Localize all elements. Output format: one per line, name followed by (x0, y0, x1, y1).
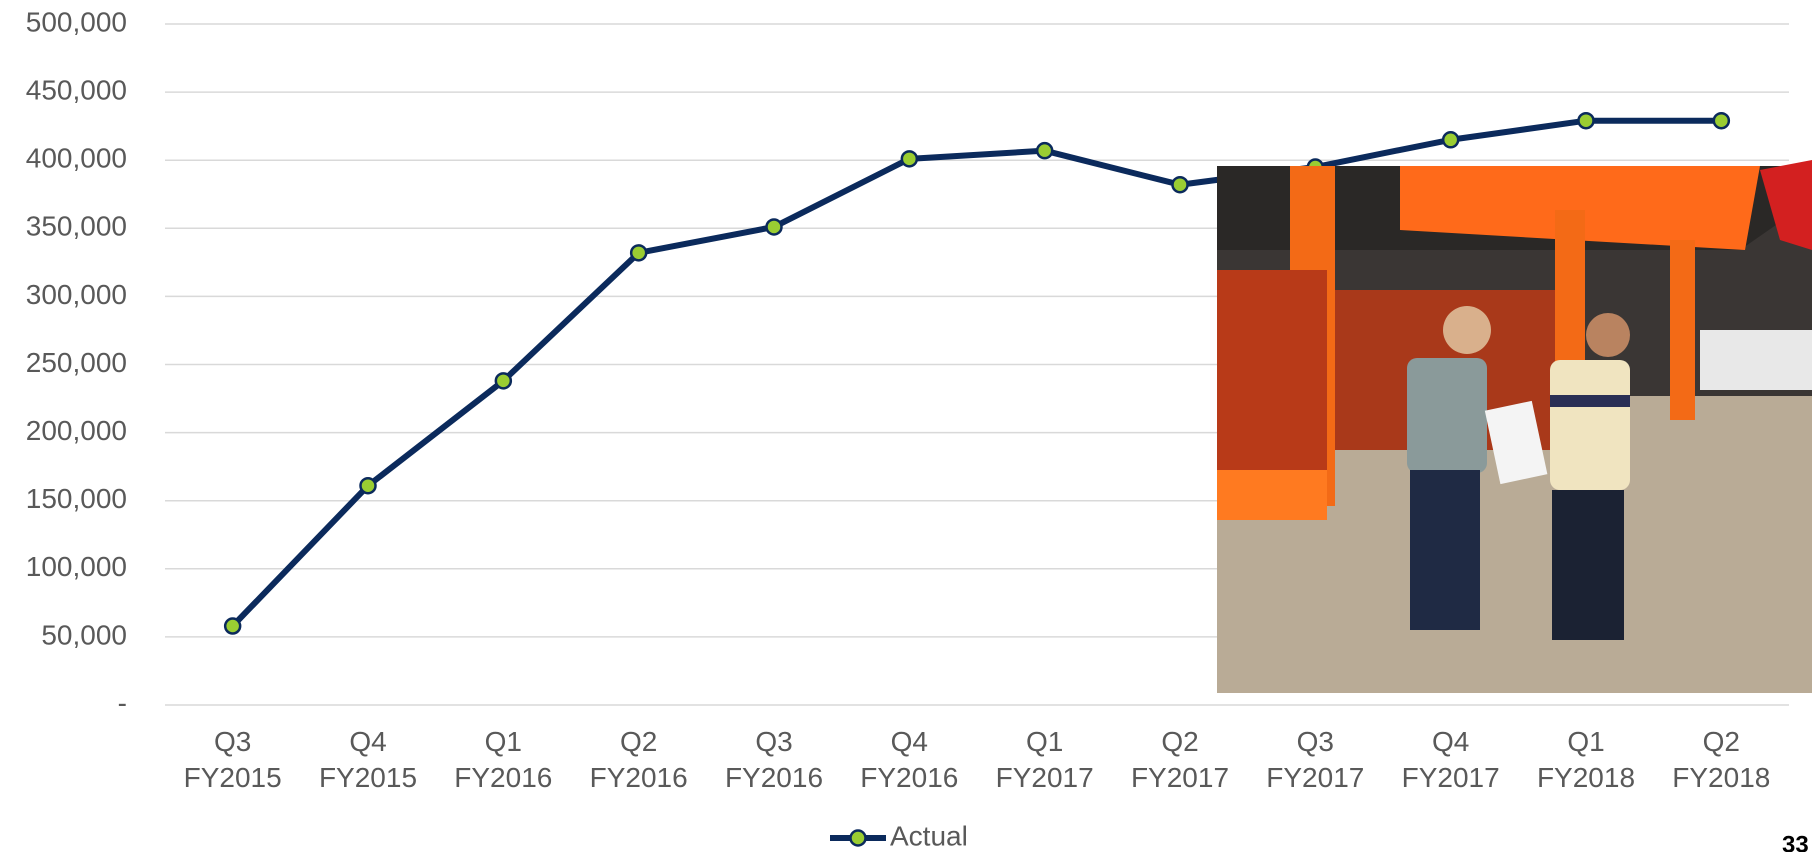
y-tick-label: 150,000 (26, 483, 127, 514)
point-marker (1171, 175, 1189, 194)
x-tick-label: Q3 FY2017 (1266, 726, 1365, 793)
point-marker (1441, 131, 1460, 149)
point-marker (1577, 111, 1595, 130)
y-tick-label: 350,000 (26, 211, 127, 242)
x-tick-label: Q3 FY2015 (183, 726, 282, 793)
x-tick-label: Q1 FY2016 (454, 726, 553, 793)
x-tick-label: Q3 FY2016 (724, 726, 824, 793)
y-tick-label: 400,000 (26, 143, 127, 174)
legend-label: Actual (890, 820, 968, 851)
point-marker (629, 244, 648, 262)
point-marker (223, 617, 242, 635)
x-tick-label: Q1 FY2017 (995, 726, 1094, 793)
x-tick-label: Q2 FY2018 (1672, 726, 1771, 793)
x-tick-label: Q4 FY2016 (860, 726, 959, 793)
x-tick-label: Q2 FY2016 (589, 726, 688, 793)
point-marker (765, 218, 783, 236)
point-marker (1712, 111, 1731, 130)
y-tick-label: 300,000 (26, 279, 127, 310)
legend-marker (849, 829, 867, 847)
y-tick-label: 50,000 (41, 619, 127, 650)
point-marker (900, 150, 919, 168)
y-tick-label: - (118, 687, 127, 718)
x-tick-label: Q4 FY2015 (318, 726, 418, 793)
y-tick-label: 200,000 (26, 415, 127, 446)
point-marker (1035, 141, 1054, 160)
x-tick-label: Q1 FY2018 (1536, 726, 1636, 793)
y-tick-label: 100,000 (26, 551, 127, 582)
point-marker (359, 476, 377, 495)
page-number: 33 (1782, 831, 1809, 852)
y-tick-label: 500,000 (26, 6, 127, 37)
x-tick-label: Q4 FY2017 (1401, 726, 1500, 793)
y-tick-label: 250,000 (26, 347, 127, 378)
x-tick-label: Q2 FY2017 (1130, 726, 1230, 793)
y-tick-label: 450,000 (26, 74, 127, 105)
point-marker (1306, 158, 1325, 176)
series-line (230, 117, 1722, 629)
point-marker (494, 372, 513, 390)
